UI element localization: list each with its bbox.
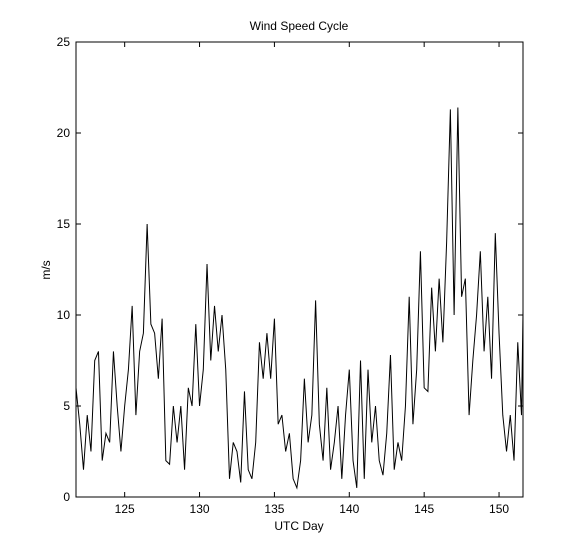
x-tick-label: 135 xyxy=(264,502,284,516)
y-tick-label: 15 xyxy=(57,217,71,231)
y-tick-label: 10 xyxy=(57,308,71,322)
y-tick-label: 0 xyxy=(63,490,70,504)
x-tick-label: 130 xyxy=(190,502,210,516)
y-axis-label: m/s xyxy=(39,260,53,279)
x-tick-label: 125 xyxy=(115,502,135,516)
x-tick-label: 150 xyxy=(489,502,509,516)
y-tick-label: 25 xyxy=(57,35,71,49)
x-tick-label: 140 xyxy=(339,502,359,516)
x-tick-label: 145 xyxy=(414,502,434,516)
y-tick-label: 5 xyxy=(63,399,70,413)
y-tick-label: 20 xyxy=(57,126,71,140)
plot-frame xyxy=(75,41,524,498)
x-axis-label: UTC Day xyxy=(274,519,323,533)
data-line xyxy=(75,107,524,490)
chart-title: Wind Speed Cycle xyxy=(250,19,349,33)
